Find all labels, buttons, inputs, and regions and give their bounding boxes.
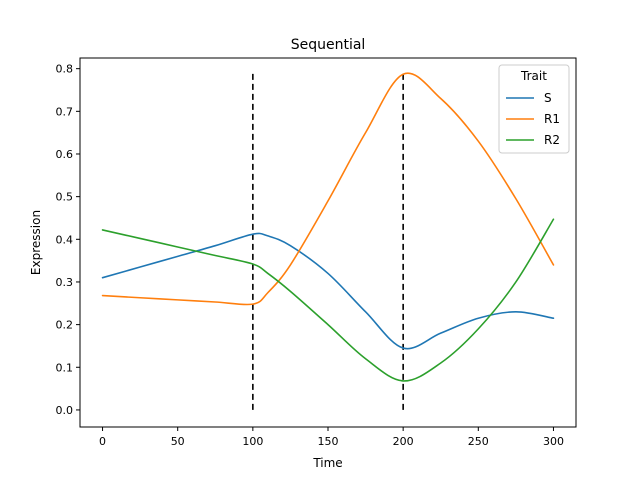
axis-ticks: 0 50 100 150 200 250 300 0.0 0.1 0.2 0.3 0.4 0.5 0.6 0…	[56, 63, 564, 448]
legend-label-r1: R1	[544, 112, 560, 126]
legend-label-s: S	[544, 91, 552, 105]
vertical-markers	[252, 72, 404, 410]
y-axis-label: Expression	[29, 210, 43, 275]
legend: Trait S R1 R2	[498, 64, 570, 154]
legend-box	[498, 64, 570, 154]
y-tick-label: 0.5	[56, 191, 74, 204]
plot-area	[80, 58, 576, 427]
x-tick-label: 50	[171, 435, 185, 448]
y-tick-label: 0.4	[56, 233, 74, 246]
x-axis-label: Time	[312, 456, 342, 470]
series-line-r1	[101, 72, 555, 306]
x-tick-label: 200	[393, 435, 414, 448]
x-tick-label: 100	[242, 435, 263, 448]
y-tick-label: 0.0	[56, 404, 74, 417]
y-tick-label: 0.6	[56, 148, 74, 161]
y-tick-label: 0.3	[56, 276, 74, 289]
x-tick-label: 250	[468, 435, 489, 448]
x-tick-label: 0	[99, 435, 106, 448]
y-tick-label: 0.2	[56, 319, 74, 332]
y-tick-label: 0.8	[56, 63, 74, 76]
x-tick-label: 300	[543, 435, 564, 448]
chart-title: Sequential	[291, 37, 366, 53]
y-tick-label: 0.1	[56, 361, 74, 374]
y-tick-label: 0.7	[56, 105, 74, 118]
plot-frame	[79, 57, 577, 428]
x-tick-label: 150	[318, 435, 339, 448]
series-line-r2	[101, 218, 555, 382]
series-lines	[101, 72, 555, 382]
legend-title: Trait	[520, 69, 547, 83]
series-line-s	[101, 232, 555, 350]
legend-label-r2: R2	[544, 133, 560, 147]
